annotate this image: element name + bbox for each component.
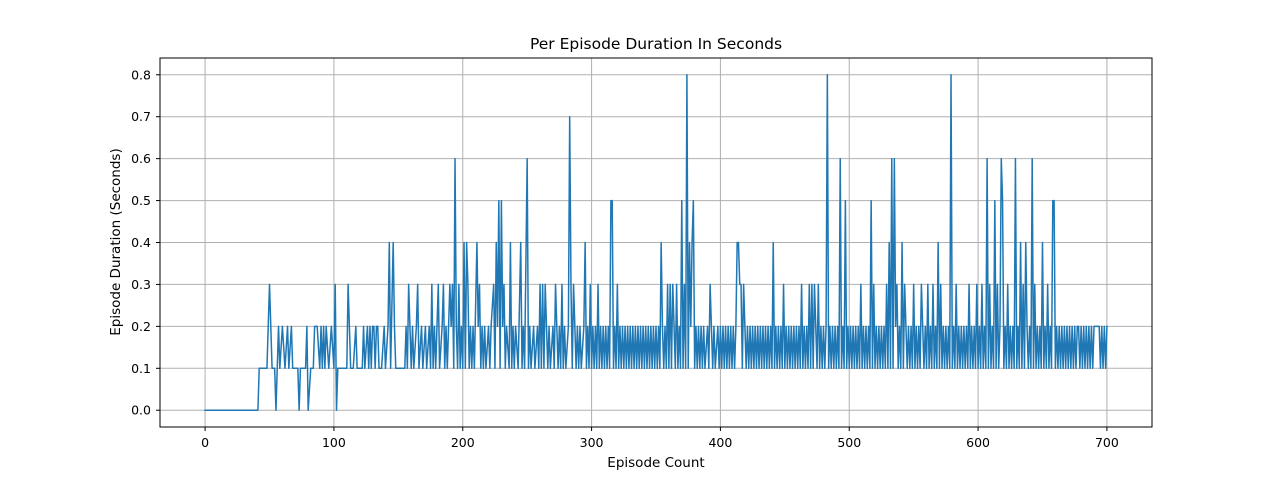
- x-tick-label: 100: [322, 435, 346, 450]
- series-line: [204, 74, 1108, 411]
- y-tick-label: 0.6: [131, 151, 151, 166]
- y-tick-label: 0.5: [131, 193, 151, 208]
- x-tick-label: 600: [966, 435, 990, 450]
- y-tick-label: 0.3: [131, 277, 151, 292]
- series-layer: [204, 74, 1108, 411]
- x-axis-label: Episode Count: [607, 455, 704, 471]
- y-tick-label: 0.7: [131, 109, 151, 124]
- x-tick-label: 0: [201, 435, 209, 450]
- y-tick-label: 0.0: [131, 403, 151, 418]
- y-tick-label: 0.4: [131, 235, 151, 250]
- x-tick-label: 200: [451, 435, 475, 450]
- y-tick-label: 0.1: [131, 361, 151, 376]
- axis-ticks: 0 100 200 300 400 500 600 700 0.0 0.1 0.2 0.3 0.4 0.5…: [131, 67, 1119, 450]
- chart-title: Per Episode Duration In Seconds: [530, 35, 782, 53]
- x-tick-label: 700: [1095, 435, 1119, 450]
- x-tick-label: 500: [837, 435, 861, 450]
- x-tick-label: 300: [580, 435, 604, 450]
- y-axis-label: Episode Duration (Seconds): [108, 148, 124, 335]
- x-tick-label: 400: [708, 435, 732, 450]
- y-tick-label: 0.8: [131, 67, 151, 82]
- y-tick-label: 0.2: [131, 319, 151, 334]
